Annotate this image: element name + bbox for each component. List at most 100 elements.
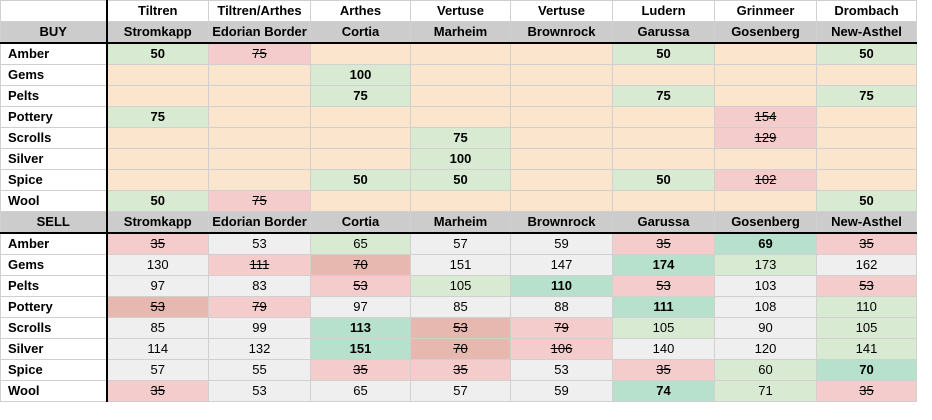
- sell-price-cell[interactable]: 70: [310, 254, 411, 276]
- sell-price-cell[interactable]: 53: [105, 296, 209, 318]
- buy-price-cell[interactable]: 50: [816, 42, 917, 65]
- buy-price-cell[interactable]: [105, 64, 209, 86]
- buy-price-cell[interactable]: [714, 148, 817, 170]
- town-header-cell[interactable]: Edorian Border: [208, 211, 311, 234]
- sell-price-cell[interactable]: 105: [612, 317, 715, 339]
- sell-price-cell[interactable]: 151: [310, 338, 411, 360]
- buy-price-cell[interactable]: [612, 64, 715, 86]
- town-header-cell[interactable]: Cortia: [310, 21, 411, 44]
- buy-price-cell[interactable]: [105, 85, 209, 107]
- sell-price-cell[interactable]: 162: [816, 254, 917, 276]
- buy-price-cell[interactable]: [410, 64, 511, 86]
- sell-price-cell[interactable]: 97: [105, 275, 209, 297]
- region-header-cell[interactable]: Vertuse: [510, 0, 613, 22]
- sell-price-cell[interactable]: 53: [208, 232, 311, 255]
- sell-price-cell[interactable]: 35: [816, 380, 917, 402]
- region-header-cell[interactable]: Grinmeer: [714, 0, 817, 22]
- buy-price-cell[interactable]: [816, 148, 917, 170]
- sell-price-cell[interactable]: 111: [208, 254, 311, 276]
- town-header-cell[interactable]: Marheim: [410, 21, 511, 44]
- buy-price-cell[interactable]: [105, 127, 209, 149]
- sell-price-cell[interactable]: 53: [612, 275, 715, 297]
- sell-price-cell[interactable]: 59: [510, 232, 613, 255]
- item-label-cell[interactable]: Wool: [0, 380, 107, 402]
- sell-price-cell[interactable]: 57: [410, 232, 511, 255]
- buy-price-cell[interactable]: [510, 42, 613, 65]
- buy-price-cell[interactable]: [510, 64, 613, 86]
- sell-price-cell[interactable]: 35: [612, 232, 715, 255]
- sell-price-cell[interactable]: 85: [410, 296, 511, 318]
- buy-price-cell[interactable]: [310, 127, 411, 149]
- buy-price-cell[interactable]: [410, 106, 511, 128]
- buy-price-cell[interactable]: [816, 169, 917, 191]
- buy-price-cell[interactable]: 50: [612, 169, 715, 191]
- buy-price-cell[interactable]: [612, 190, 715, 212]
- sell-price-cell[interactable]: 88: [510, 296, 613, 318]
- buy-price-cell[interactable]: 154: [714, 106, 817, 128]
- region-header-cell[interactable]: Arthes: [310, 0, 411, 22]
- buy-price-cell[interactable]: [410, 85, 511, 107]
- sell-price-cell[interactable]: 90: [714, 317, 817, 339]
- buy-price-cell[interactable]: [816, 106, 917, 128]
- buy-price-cell[interactable]: 50: [310, 169, 411, 191]
- sell-price-cell[interactable]: 108: [714, 296, 817, 318]
- item-label-cell[interactable]: Silver: [0, 148, 107, 170]
- sell-price-cell[interactable]: 53: [816, 275, 917, 297]
- buy-price-cell[interactable]: [208, 127, 311, 149]
- town-header-cell[interactable]: Stromkapp: [105, 211, 209, 234]
- buy-price-cell[interactable]: [208, 64, 311, 86]
- town-header-cell[interactable]: New-Asthel: [816, 21, 917, 44]
- sell-price-cell[interactable]: 53: [310, 275, 411, 297]
- item-label-cell[interactable]: Gems: [0, 64, 107, 86]
- region-header-cell[interactable]: Tiltren/Arthes: [208, 0, 311, 22]
- town-header-cell[interactable]: Brownrock: [510, 21, 613, 44]
- buy-price-cell[interactable]: 129: [714, 127, 817, 149]
- sell-price-cell[interactable]: 57: [105, 359, 209, 381]
- town-header-cell[interactable]: Marheim: [410, 211, 511, 234]
- buy-price-cell[interactable]: 50: [612, 42, 715, 65]
- sell-price-cell[interactable]: 111: [612, 296, 715, 318]
- sell-price-cell[interactable]: 35: [816, 232, 917, 255]
- sell-price-cell[interactable]: 70: [816, 359, 917, 381]
- sell-price-cell[interactable]: 140: [612, 338, 715, 360]
- item-label-cell[interactable]: Gems: [0, 254, 107, 276]
- buy-price-cell[interactable]: [714, 64, 817, 86]
- town-header-cell[interactable]: Edorian Border: [208, 21, 311, 44]
- sell-price-cell[interactable]: 103: [714, 275, 817, 297]
- sell-price-cell[interactable]: 59: [510, 380, 613, 402]
- sell-price-cell[interactable]: 105: [410, 275, 511, 297]
- buy-price-cell[interactable]: [510, 148, 613, 170]
- town-header-cell[interactable]: Brownrock: [510, 211, 613, 234]
- buy-price-cell[interactable]: [816, 127, 917, 149]
- sell-price-cell[interactable]: 147: [510, 254, 613, 276]
- town-header-cell[interactable]: Stromkapp: [105, 21, 209, 44]
- region-header-cell[interactable]: Vertuse: [410, 0, 511, 22]
- sell-price-cell[interactable]: 35: [105, 232, 209, 255]
- sell-price-cell[interactable]: 151: [410, 254, 511, 276]
- region-header-cell[interactable]: Drombach: [816, 0, 917, 22]
- sell-price-cell[interactable]: 130: [105, 254, 209, 276]
- sell-price-cell[interactable]: 110: [510, 275, 613, 297]
- buy-price-cell[interactable]: [816, 64, 917, 86]
- sell-price-cell[interactable]: 71: [714, 380, 817, 402]
- town-header-cell[interactable]: Gosenberg: [714, 21, 817, 44]
- buy-price-cell[interactable]: 102: [714, 169, 817, 191]
- buy-price-cell[interactable]: [208, 106, 311, 128]
- region-header-cell[interactable]: Ludern: [612, 0, 715, 22]
- buy-price-cell[interactable]: 50: [410, 169, 511, 191]
- corner-cell[interactable]: [0, 0, 107, 22]
- buy-price-cell[interactable]: [510, 85, 613, 107]
- buy-price-cell[interactable]: 100: [310, 64, 411, 86]
- sell-price-cell[interactable]: 53: [410, 317, 511, 339]
- buy-price-cell[interactable]: [310, 190, 411, 212]
- buy-price-cell[interactable]: 75: [310, 85, 411, 107]
- sell-price-cell[interactable]: 55: [208, 359, 311, 381]
- sell-price-cell[interactable]: 174: [612, 254, 715, 276]
- buy-price-cell[interactable]: 50: [816, 190, 917, 212]
- sell-price-cell[interactable]: 120: [714, 338, 817, 360]
- sell-price-cell[interactable]: 74: [612, 380, 715, 402]
- buy-price-cell[interactable]: [510, 190, 613, 212]
- buy-price-cell[interactable]: [208, 85, 311, 107]
- buy-price-cell[interactable]: 50: [105, 42, 209, 65]
- sell-price-cell[interactable]: 70: [410, 338, 511, 360]
